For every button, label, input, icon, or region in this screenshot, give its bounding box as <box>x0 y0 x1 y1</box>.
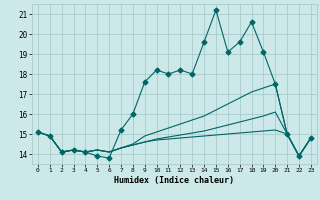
X-axis label: Humidex (Indice chaleur): Humidex (Indice chaleur) <box>115 176 234 185</box>
